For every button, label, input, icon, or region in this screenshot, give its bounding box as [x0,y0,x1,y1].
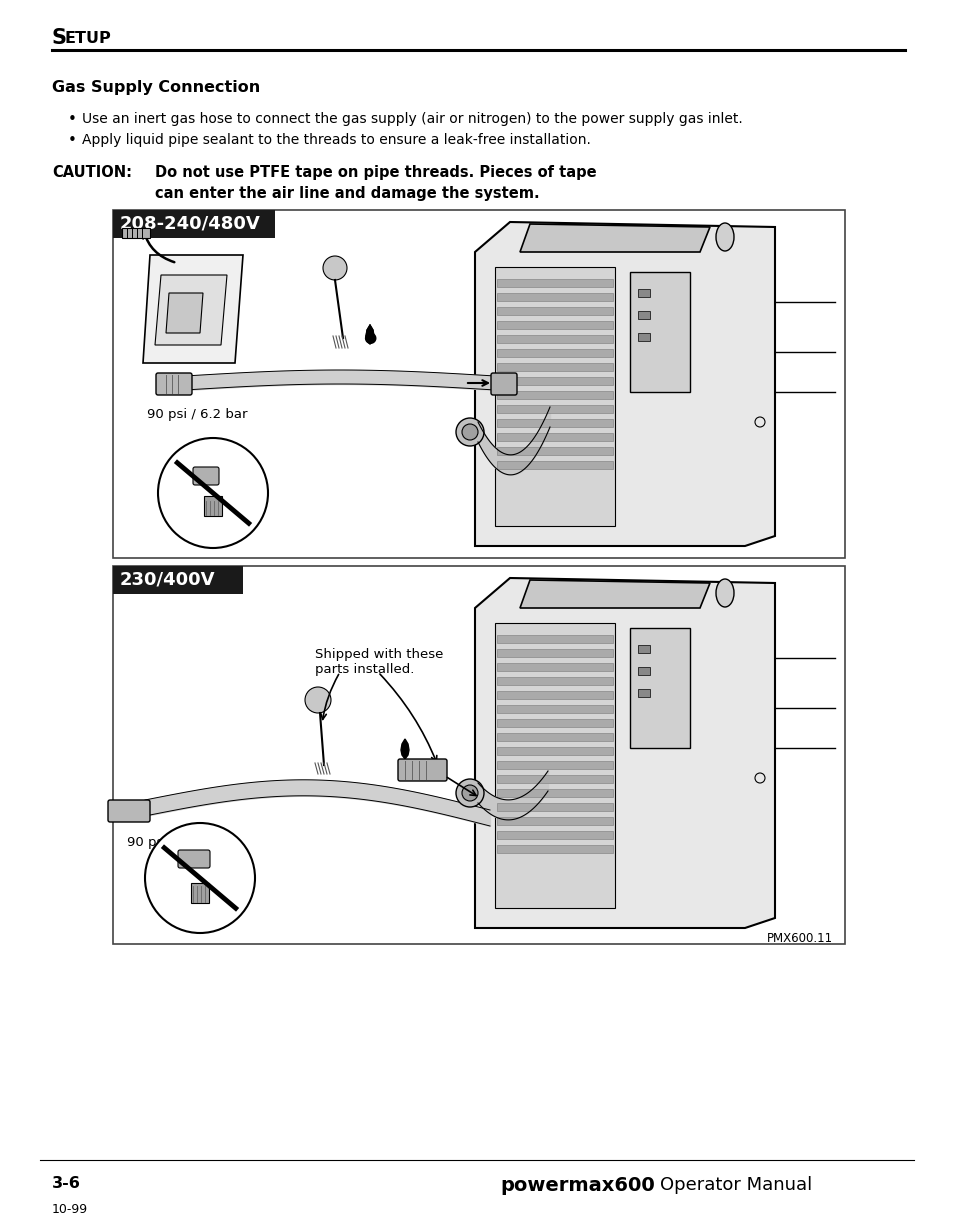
Bar [638,290,649,297]
Bar [495,267,615,526]
Polygon shape [497,363,613,371]
Polygon shape [519,225,709,252]
Polygon shape [497,293,613,301]
Polygon shape [475,578,774,928]
Text: S: S [52,28,67,48]
Circle shape [456,779,483,807]
Polygon shape [497,706,613,713]
Polygon shape [400,739,409,760]
Ellipse shape [716,579,733,607]
FancyBboxPatch shape [204,496,222,517]
FancyBboxPatch shape [191,883,209,903]
Text: can enter the air line and damage the system.: can enter the air line and damage the sy… [154,187,539,201]
Bar [638,667,649,675]
Text: Use an inert gas hose to connect the gas supply (air or nitrogen) to the power s: Use an inert gas hose to connect the gas… [82,112,742,126]
Circle shape [461,425,477,440]
Polygon shape [497,405,613,413]
Bar [112,210,274,238]
Polygon shape [497,636,613,643]
Polygon shape [475,222,774,546]
Bar [122,228,150,238]
Bar [638,645,649,653]
Text: ETUP: ETUP [65,31,112,45]
Polygon shape [519,580,709,609]
FancyBboxPatch shape [156,373,192,395]
Text: powermax600: powermax600 [499,1175,654,1195]
Polygon shape [366,325,374,344]
Text: 10-99: 10-99 [52,1202,88,1216]
Polygon shape [497,307,613,315]
Bar [629,628,689,748]
Polygon shape [497,321,613,329]
Polygon shape [497,433,613,440]
Text: ●: ● [363,330,376,345]
Circle shape [305,687,331,713]
Polygon shape [497,418,613,427]
Polygon shape [497,461,613,469]
Polygon shape [154,275,227,345]
FancyBboxPatch shape [193,467,219,485]
FancyBboxPatch shape [491,373,517,395]
Bar [638,333,649,341]
Text: •: • [68,133,77,148]
Circle shape [456,418,483,445]
Polygon shape [497,335,613,344]
Polygon shape [497,691,613,699]
Polygon shape [497,733,613,741]
Bar [638,690,649,697]
Text: Gas Supply Connection: Gas Supply Connection [52,80,260,94]
Polygon shape [497,649,613,656]
Text: •: • [68,112,77,128]
Polygon shape [497,817,613,825]
Polygon shape [497,377,613,385]
Polygon shape [497,447,613,455]
Polygon shape [497,802,613,811]
FancyBboxPatch shape [108,800,150,822]
Bar [112,566,844,944]
Circle shape [145,823,254,933]
Polygon shape [497,279,613,287]
Text: 230/400V: 230/400V [120,571,215,589]
Bar [629,272,689,391]
Polygon shape [497,663,613,671]
Text: Shipped with these
parts installed.: Shipped with these parts installed. [314,648,443,676]
Bar [638,310,649,319]
Polygon shape [166,293,203,333]
Text: Apply liquid pipe sealant to the threads to ensure a leak-free installation.: Apply liquid pipe sealant to the threads… [82,133,590,147]
Polygon shape [143,255,243,363]
Polygon shape [497,677,613,685]
Polygon shape [497,348,613,357]
Polygon shape [497,719,613,728]
Polygon shape [497,831,613,839]
FancyBboxPatch shape [178,850,210,867]
Polygon shape [497,775,613,783]
Text: PMX600.11: PMX600.11 [766,933,832,945]
Text: 3-6: 3-6 [52,1175,81,1191]
Polygon shape [497,789,613,798]
Polygon shape [497,761,613,769]
Text: 90 psi / 6.2 bar: 90 psi / 6.2 bar [127,836,227,849]
Circle shape [158,438,268,548]
Text: Operator Manual: Operator Manual [659,1175,811,1194]
Polygon shape [497,747,613,755]
Text: 208-240/480V: 208-240/480V [120,215,260,233]
Circle shape [461,785,477,801]
Polygon shape [497,391,613,399]
FancyBboxPatch shape [397,760,447,782]
Text: CAUTION:: CAUTION: [52,164,132,180]
Bar [495,623,615,908]
Circle shape [323,256,347,280]
Bar [112,210,844,558]
Text: Do not use PTFE tape on pipe threads. Pieces of tape: Do not use PTFE tape on pipe threads. Pi… [154,164,596,180]
Text: 90 psi / 6.2 bar: 90 psi / 6.2 bar [147,409,247,421]
Ellipse shape [716,223,733,252]
Polygon shape [497,845,613,853]
Bar [112,566,243,594]
